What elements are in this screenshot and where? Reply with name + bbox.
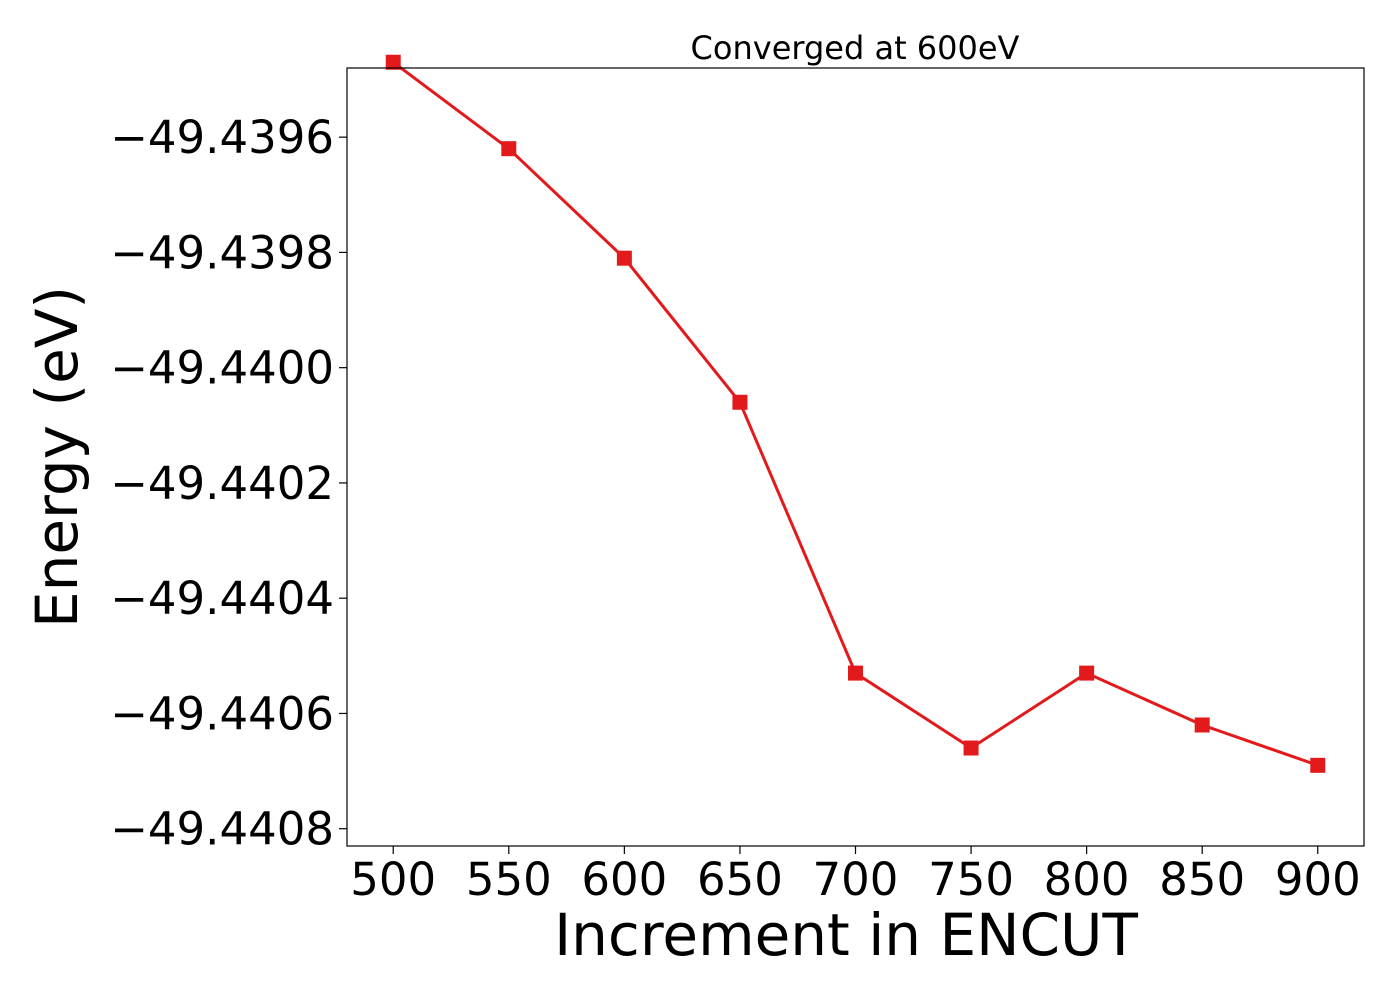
x-tick-label: 800 (1044, 853, 1130, 906)
x-tick-label: 850 (1159, 853, 1245, 906)
chart-title: Converged at 600eV (691, 29, 1020, 67)
y-tick-label: −49.4400 (110, 342, 334, 395)
data-point-marker (963, 740, 979, 756)
x-tick-label: 900 (1275, 853, 1361, 906)
x-tick-label: 600 (581, 853, 667, 906)
data-point-marker (1310, 757, 1326, 773)
y-tick-label: −49.4402 (110, 457, 334, 510)
y-tick-label: −49.4396 (110, 111, 334, 164)
data-point-marker (732, 394, 748, 410)
y-tick-label: −49.4408 (110, 803, 334, 856)
y-axis-label: Energy (eV) (23, 286, 91, 628)
x-tick-label: 750 (928, 853, 1014, 906)
data-point-marker (1079, 665, 1095, 681)
x-tick-label: 500 (350, 853, 436, 906)
x-axis-ticks: 500 550 600 650 700 750 800 850 900 (350, 846, 1361, 906)
y-tick-label: −49.4398 (110, 226, 334, 279)
data-point-marker (1194, 717, 1210, 733)
plot-series (385, 54, 1326, 773)
y-tick-label: −49.4406 (110, 687, 334, 740)
y-tick-label: −49.4404 (110, 572, 334, 625)
plot-frame (346, 67, 1365, 847)
data-point-marker (385, 54, 401, 70)
data-point-marker (848, 665, 863, 681)
x-tick-label: 700 (813, 853, 899, 906)
x-axis-label: Increment in ENCUT (554, 901, 1138, 969)
x-tick-label: 650 (697, 853, 783, 906)
x-tick-label: 550 (466, 853, 552, 906)
y-axis-ticks: −49.4396 −49.4398 −49.4400 −49.4402 −49.4404… (110, 111, 347, 856)
data-point-marker (501, 141, 517, 157)
data-point-marker (616, 250, 632, 266)
